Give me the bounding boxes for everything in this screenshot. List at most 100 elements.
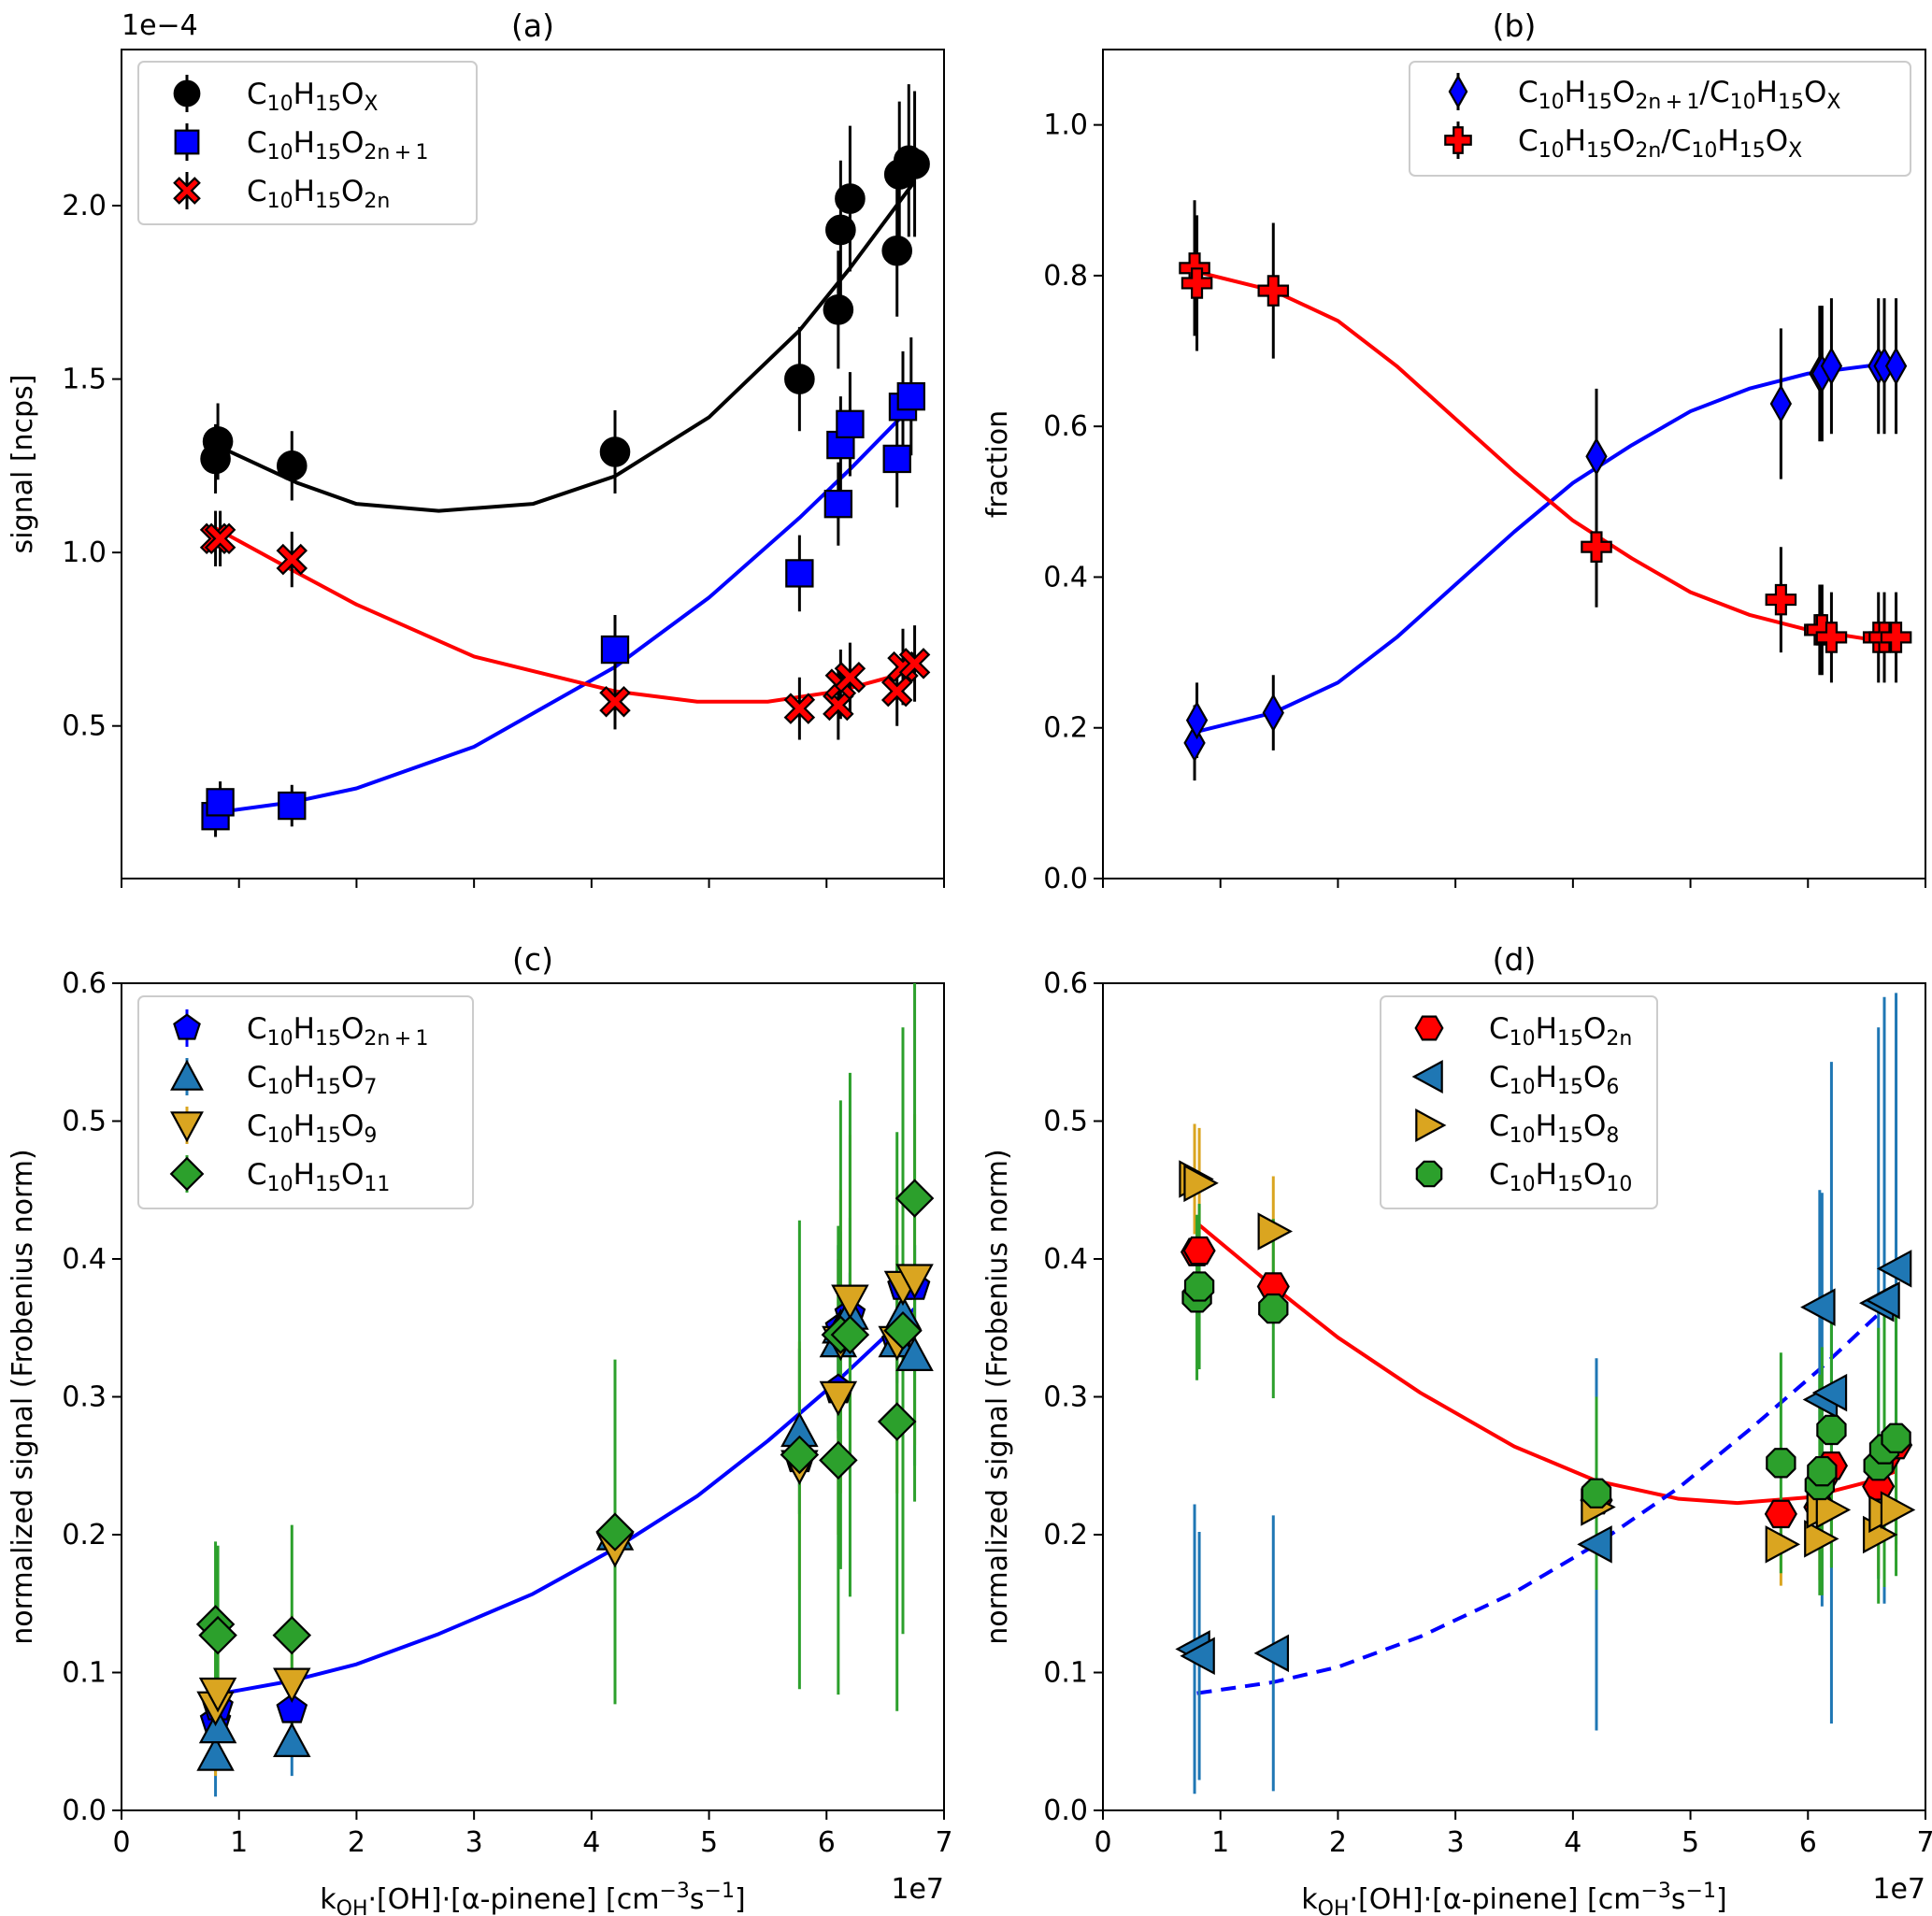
x-tick-label: 0	[112, 1826, 130, 1859]
y-tick-label: 1.0	[1043, 109, 1088, 142]
data-point	[1884, 347, 1908, 386]
y-tick-label: 0.4	[1043, 561, 1088, 593]
data-point	[1816, 1414, 1847, 1446]
x-tick-label: 0	[1094, 1826, 1111, 1859]
legend-label: C10H15O2n + 1/C10H15OX	[1518, 76, 1840, 114]
data-point	[823, 294, 854, 325]
data-point	[1876, 1250, 1912, 1288]
data-point	[1807, 1455, 1838, 1487]
legend-frame	[1380, 995, 1658, 1209]
panel-a: (a) 0.5 1.0 1.5 2.0 1e−4 signal [ncps] C10H15OX…	[7, 7, 945, 888]
x-tick-label: 2	[1329, 1826, 1347, 1859]
legend-marker	[173, 79, 201, 107]
panel-d: (d) 0 1 2 3 4 5 6 7 0.0 0.1 0.2 0.3 0.4 0.5 0.6 1e7 norma…	[981, 941, 1932, 1916]
data-point	[1811, 1373, 1848, 1412]
data-point	[883, 1310, 923, 1351]
legend-frame	[137, 61, 478, 225]
data-point	[899, 149, 930, 179]
data-point	[894, 1179, 935, 1218]
legend-label: C10H15O8	[1489, 1109, 1619, 1148]
data-point	[836, 409, 865, 439]
y-tick-label: 1.5	[62, 364, 107, 396]
x-tick-label: 3	[465, 1826, 483, 1859]
data-point	[1764, 1499, 1797, 1529]
y-tick-label: 0.6	[62, 967, 107, 1000]
data-point	[1765, 1525, 1801, 1564]
plot-area	[1175, 993, 1916, 1794]
legend-marker	[170, 1111, 204, 1143]
data-point	[198, 1708, 237, 1744]
data-point	[1800, 1288, 1836, 1326]
legend-label: C10H15O2n + 1	[247, 126, 429, 164]
plot-frame	[1102, 49, 1926, 879]
data-point	[1881, 1423, 1911, 1453]
data-point	[1815, 1491, 1852, 1529]
data-point	[898, 648, 931, 679]
x-tick-label: 3	[1447, 1826, 1465, 1859]
x-tick-label: 4	[582, 1826, 600, 1859]
legend-marker	[1415, 1160, 1443, 1188]
data-point	[835, 183, 866, 214]
x-tick-label: 5	[1682, 1826, 1699, 1859]
legend: C10H15O2n C10H15O6 C10H15O8 C10H15O10	[1380, 995, 1658, 1209]
data-point	[819, 1380, 858, 1417]
data-point	[1815, 622, 1848, 653]
y-tick-label: 0.0	[62, 1794, 107, 1827]
data-point	[198, 1677, 237, 1713]
fit-line	[215, 402, 916, 815]
data-point	[785, 559, 814, 588]
y-tick-label: 2.0	[62, 190, 107, 222]
x-tick-label: 7	[935, 1826, 952, 1859]
data-point	[830, 1315, 870, 1354]
data-point	[276, 450, 308, 481]
data-point	[1769, 384, 1793, 423]
fit-line	[1196, 269, 1896, 643]
data-point	[1183, 1164, 1219, 1203]
fit-line	[1196, 363, 1896, 734]
fit-line	[215, 1307, 916, 1697]
legend-marker	[173, 1013, 201, 1040]
y-tick-label: 1.0	[62, 536, 107, 569]
fit-line	[214, 179, 917, 513]
data-point	[819, 1440, 858, 1480]
y-axis-label: signal [ncps]	[7, 375, 39, 554]
legend-marker	[169, 1156, 205, 1192]
data-point	[1581, 531, 1612, 563]
data-point	[273, 1667, 311, 1704]
legend-label: C10H15OX	[247, 78, 378, 116]
data-point	[877, 1402, 917, 1441]
data-point	[278, 791, 307, 821]
y-tick-label: 0.4	[62, 1243, 107, 1276]
legend: C10H15O2n + 1 C10H15O7 C10H15O9 C10H15O11	[137, 995, 474, 1209]
y-tick-label: 0.2	[62, 1519, 107, 1551]
data-point	[599, 685, 631, 718]
y-tick-label: 0.5	[1043, 1106, 1088, 1138]
data-point	[1820, 347, 1843, 386]
panel-title: (a)	[511, 7, 554, 44]
legend-label: C10H15O2n	[247, 175, 390, 213]
data-point	[823, 489, 853, 519]
legend-marker	[1415, 1108, 1447, 1142]
y-offset-label: 1e−4	[122, 9, 198, 42]
legend-marker	[170, 1059, 204, 1091]
data-point	[1257, 275, 1290, 307]
legend-marker	[1448, 74, 1468, 109]
x-tick-label: 1	[230, 1826, 248, 1859]
y-tick-label: 0.4	[1043, 1243, 1088, 1276]
data-point	[1765, 583, 1797, 616]
y-tick-label: 0.6	[1043, 967, 1088, 1000]
y-tick-label: 0.0	[1043, 863, 1088, 895]
y-axis-label: normalized signal (Frobenius norm)	[981, 1149, 1014, 1644]
data-point	[202, 426, 234, 457]
y-tick-label: 0.5	[62, 1106, 107, 1138]
data-point	[895, 1336, 934, 1371]
data-point	[1253, 1634, 1290, 1673]
data-point	[595, 1512, 635, 1551]
legend: C10H15OX C10H15O2n + 1 C10H15O2n	[137, 61, 478, 225]
data-point	[1181, 267, 1213, 299]
y-tick-label: 0.3	[62, 1381, 107, 1414]
x-tick-label: 2	[348, 1826, 365, 1859]
y-tick-label: 0.1	[62, 1657, 107, 1690]
data-point	[1185, 701, 1209, 740]
